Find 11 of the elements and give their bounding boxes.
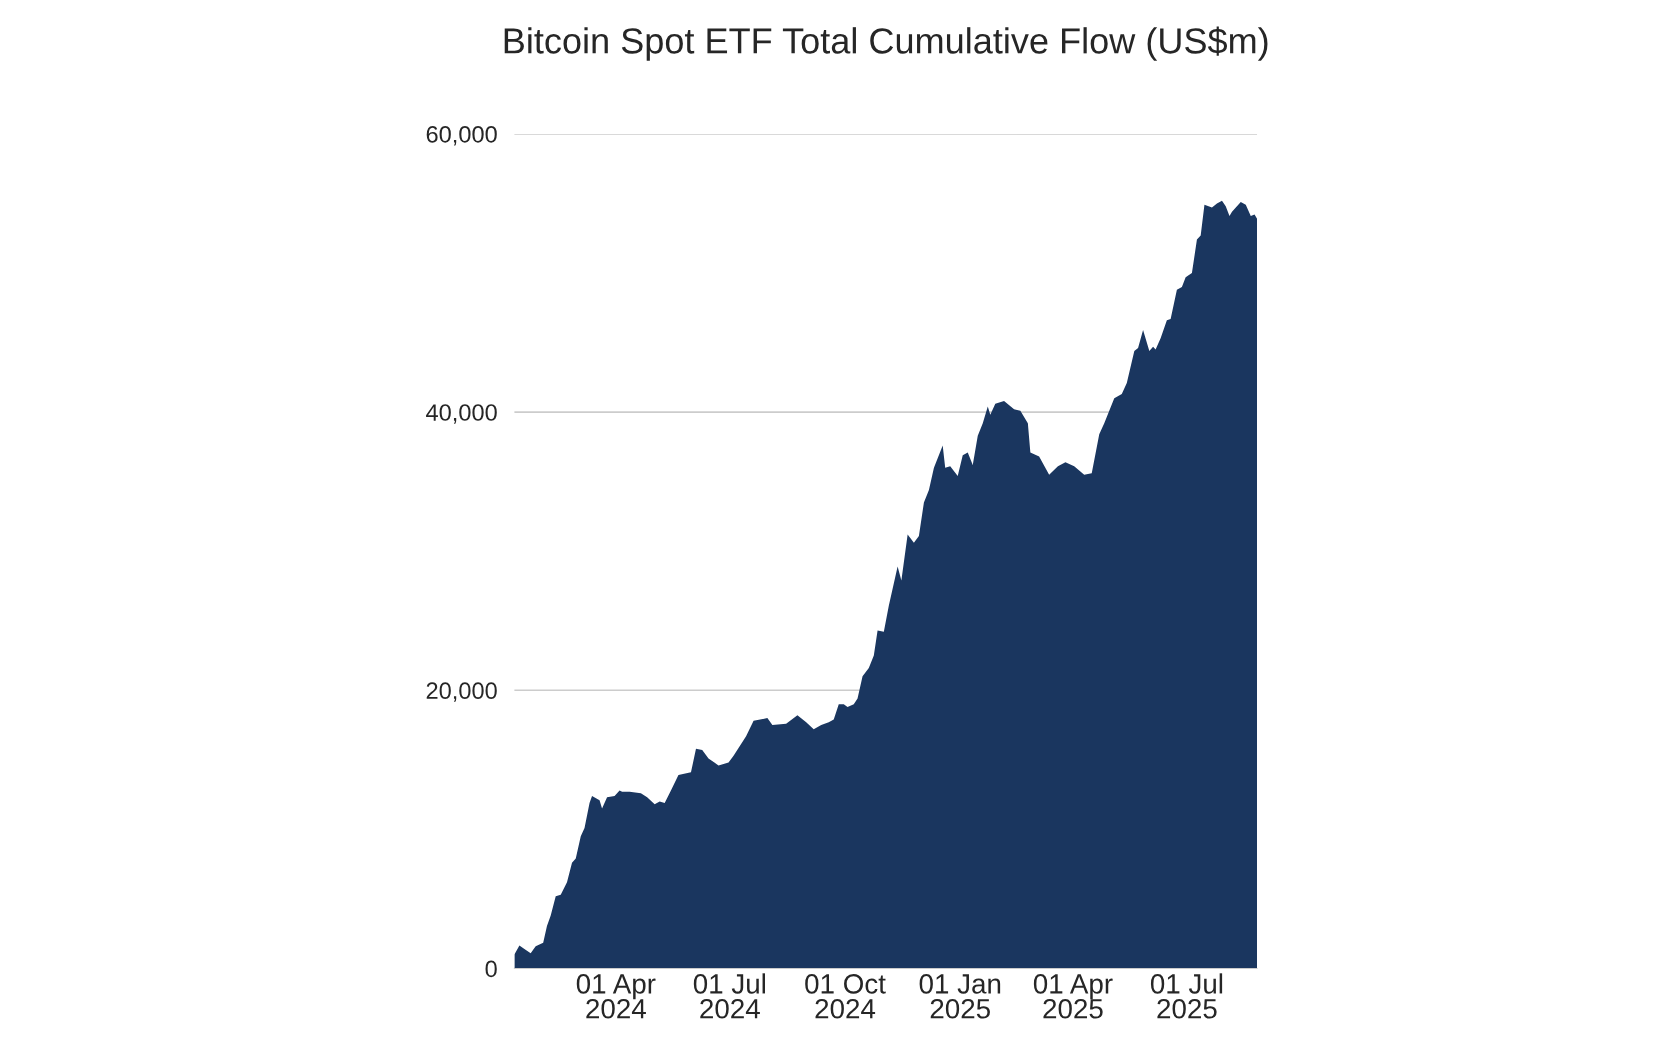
y-tick-label: 60,000 (426, 125, 497, 146)
y-tick-label: 20,000 (426, 682, 497, 702)
chart-title: Bitcoin Spot ETF Total Cumulative Flow (US$m) (504, 26, 1268, 61)
x-tick-label: 01 Apr 2024 (576, 974, 656, 1019)
x-tick-label: 01 Jul 2025 (1150, 973, 1223, 1019)
y-tick-label: 0 (485, 960, 497, 978)
x-tick-label: 01 Jan 2025 (919, 974, 1001, 1019)
x-tick-label: 01 Apr 2025 (1033, 974, 1113, 1019)
x-tick-label: 01 Oct 2024 (805, 974, 886, 1019)
y-tick-label: 40,000 (426, 404, 497, 424)
x-tick-label: 01 Jul 2024 (693, 973, 766, 1019)
